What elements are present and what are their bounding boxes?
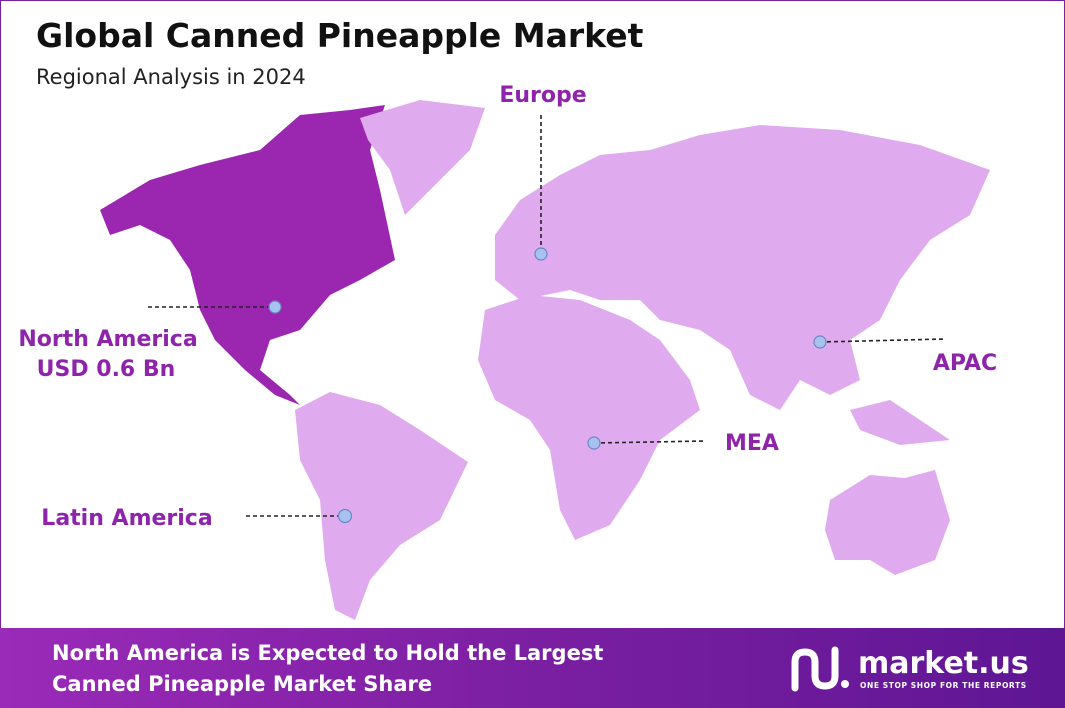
north-america [100,105,395,405]
footer-band [0,628,1065,708]
leader-line [593,440,706,444]
region-label: Europe [499,83,586,108]
australia [825,470,950,575]
south-america [295,392,468,620]
marker [587,436,601,450]
marker [337,508,353,524]
region-label: APAC [933,351,997,376]
marker [813,335,827,349]
marker [268,300,282,314]
logo-name: market.us [858,646,1029,681]
islands [850,400,950,445]
subtitle: Regional Analysis in 2024 [36,65,306,89]
marker [534,247,548,261]
logo: market.us ONE STOP SHOP FOR THE REPORTS [791,646,1029,692]
callouts: North America USD 0.6 Bn Europe APAC MEA… [18,83,997,531]
africa [478,295,700,540]
region-label: North America [18,327,197,352]
footer: North America is Expected to Hold the La… [0,628,1065,708]
logo-icon [791,646,839,692]
world-map [100,100,990,620]
footer-text: Canned Pineapple Market Share [52,672,432,696]
title: Global Canned Pineapple Market [36,16,644,55]
logo-tagline: ONE STOP SHOP FOR THE REPORTS [860,681,1027,690]
region-value: USD 0.6 Bn [37,357,176,382]
region-label: Latin America [41,506,212,531]
greenland [360,100,485,215]
eurasia [495,125,990,410]
region-label: MEA [725,431,779,456]
footer-text: North America is Expected to Hold the La… [52,641,603,665]
logo-icon [841,680,849,688]
